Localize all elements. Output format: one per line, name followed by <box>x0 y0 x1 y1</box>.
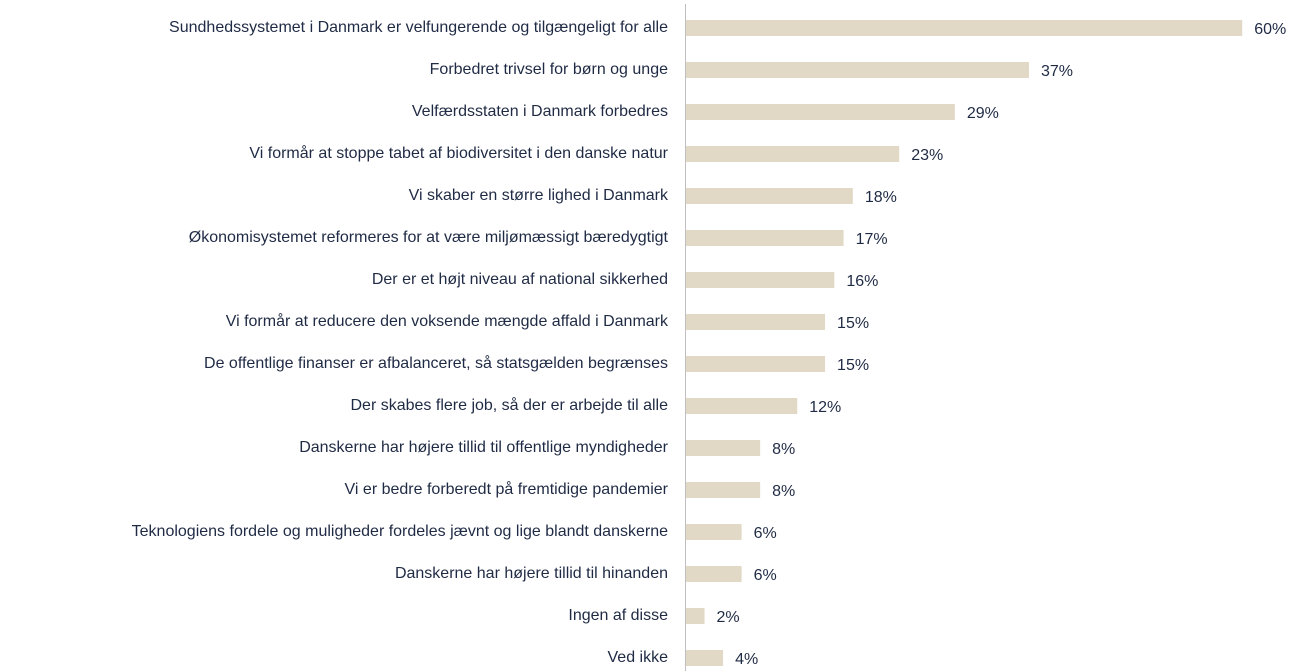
category-label: Der skabes flere job, så der er arbejde … <box>351 396 669 414</box>
bar <box>686 20 1243 36</box>
bar <box>686 440 761 456</box>
bar <box>686 356 826 372</box>
value-label: 29% <box>967 105 999 122</box>
value-label: 23% <box>911 147 943 164</box>
category-label: Ved ikke <box>608 649 669 666</box>
value-label: 15% <box>837 357 869 374</box>
category-label: Velfærdsstaten i Danmark forbedres <box>412 103 668 120</box>
bar <box>686 230 844 246</box>
value-label: 12% <box>809 399 841 416</box>
category-label: Økonomisystemet reformeres for at være m… <box>189 229 669 246</box>
category-label: Forbedret trivsel for børn og unge <box>430 61 668 78</box>
category-label: Vi er bedre forberedt på fremtidige pand… <box>345 480 669 498</box>
value-label: 6% <box>754 525 777 542</box>
value-label: 18% <box>865 189 897 206</box>
category-label: Vi skaber en større lighed i Danmark <box>409 187 669 204</box>
bar <box>686 188 853 204</box>
bar <box>686 272 835 288</box>
value-label: 16% <box>846 273 878 290</box>
category-label: Sundhedssystemet i Danmark er velfungere… <box>169 19 668 36</box>
category-label: De offentlige finanser er afbalanceret, … <box>204 354 668 372</box>
value-label: 8% <box>772 441 795 458</box>
bar <box>686 146 900 162</box>
bar <box>686 608 705 624</box>
category-label: Vi formår at stoppe tabet af biodiversit… <box>249 144 668 162</box>
value-label: 17% <box>856 231 888 248</box>
value-label: 4% <box>735 651 758 668</box>
value-label: 2% <box>717 609 740 626</box>
value-label: 8% <box>772 483 795 500</box>
category-label: Vi formår at reducere den voksende mængd… <box>226 312 669 330</box>
category-label: Der er et højt niveau af national sikker… <box>372 271 668 288</box>
bar <box>686 566 742 582</box>
bar <box>686 482 761 498</box>
bar <box>686 524 742 540</box>
bar <box>686 104 955 120</box>
bar <box>686 314 826 330</box>
value-label: 60% <box>1254 21 1286 38</box>
category-label: Danskerne har højere tillid til offentli… <box>299 439 668 456</box>
bar <box>686 650 724 666</box>
value-label: 15% <box>837 315 869 332</box>
category-label: Ingen af disse <box>568 607 668 624</box>
bar <box>686 62 1029 78</box>
value-label: 6% <box>754 567 777 584</box>
category-label: Danskerne har højere tillid til hinanden <box>395 565 668 582</box>
value-label: 37% <box>1041 63 1073 80</box>
bar <box>686 398 798 414</box>
category-label: Teknologiens fordele og muligheder forde… <box>132 523 668 540</box>
